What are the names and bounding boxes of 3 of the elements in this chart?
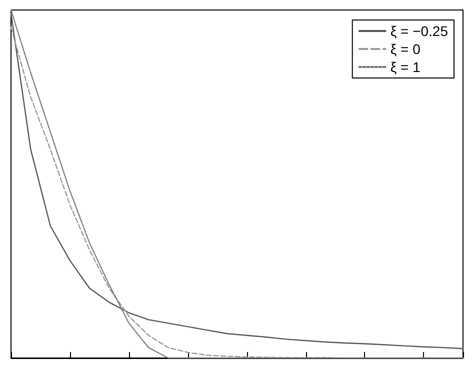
legend-label: ξ = 0	[390, 41, 421, 57]
legend-label: ξ = −0.25	[390, 23, 448, 39]
legend-label: ξ = 1	[390, 59, 421, 75]
